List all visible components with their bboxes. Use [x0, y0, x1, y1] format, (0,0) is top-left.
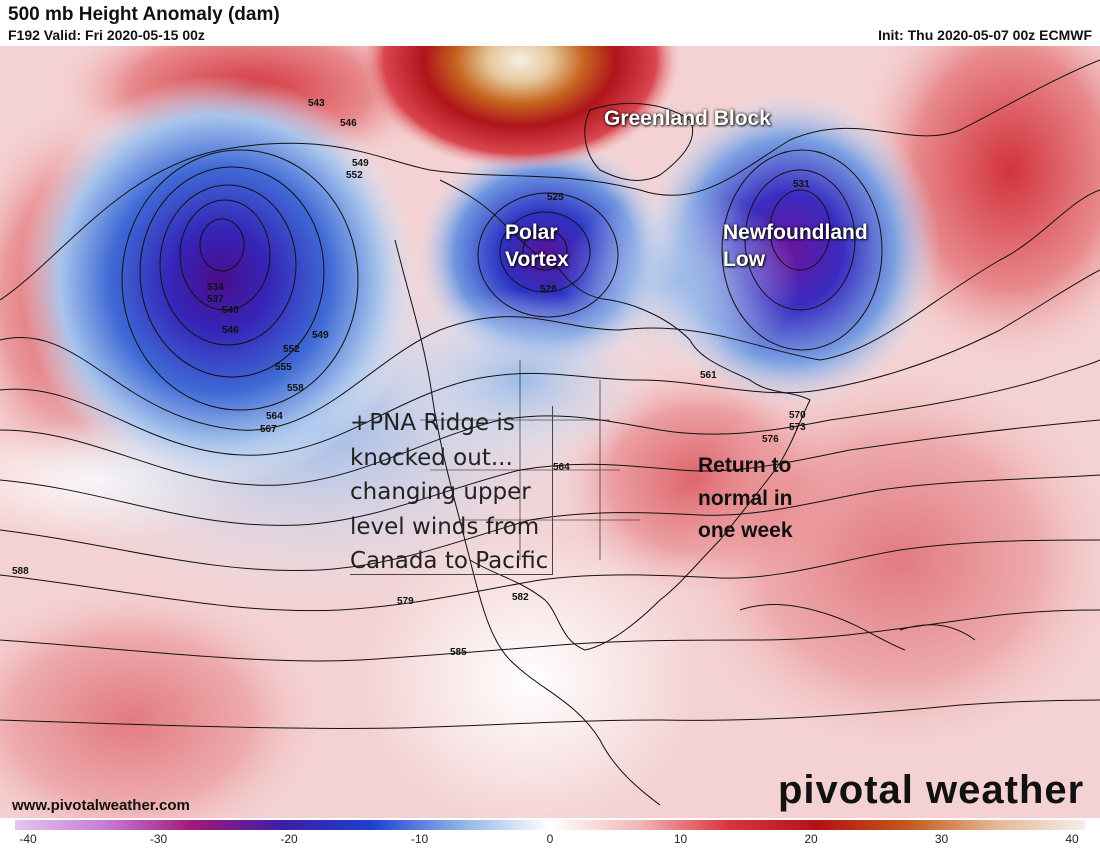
- contour-label: 567: [260, 424, 277, 435]
- greenland-block-annotation: Greenland Block: [604, 107, 771, 130]
- map-canvas: 543 546 549 552 534 537 540 546 549 552 …: [0, 46, 1100, 818]
- colorbar-tick-label: -40: [19, 832, 37, 846]
- polar-vortex-line2: Vortex: [505, 248, 569, 272]
- polar-vortex-line1: Polar: [505, 221, 558, 244]
- contour-label: 552: [346, 170, 363, 181]
- height-contours: [0, 59, 1100, 729]
- contour-label: 579: [397, 596, 414, 607]
- contour-label: 540: [222, 305, 239, 316]
- contour-label: 549: [312, 330, 329, 341]
- newfoundland-low-annotation: Newfoundland Low: [723, 219, 868, 274]
- contour-label: 570: [789, 410, 806, 421]
- contour-label: 525: [547, 192, 564, 203]
- anomaly-map[interactable]: 543 546 549 552 534 537 540 546 549 552 …: [0, 46, 1100, 818]
- newfoundland-low-line2: Low: [723, 248, 765, 272]
- valid-time: F192 Valid: Fri 2020-05-15 00z: [8, 27, 205, 43]
- colorbar-legend: -40 -30 -20 -10 0 10 20 30 40: [0, 818, 1100, 850]
- contour-label: 528: [540, 284, 557, 295]
- colorbar-tick-label: 10: [673, 832, 688, 846]
- contour-label: 534: [207, 282, 224, 293]
- colorbar: [15, 820, 1085, 830]
- contour-label: 537: [207, 294, 224, 305]
- contour-label: 558: [287, 383, 304, 394]
- pna-annotation-box: [350, 406, 553, 575]
- init-time: Init: Thu 2020-05-07 00z ECMWF: [878, 27, 1092, 43]
- colorbar-tick-label: 30: [934, 832, 949, 846]
- colorbar-tick-label: -20: [280, 832, 298, 846]
- contour-label: 582: [512, 592, 529, 603]
- polar-vortex-annotation: Polar Vortex: [505, 219, 569, 274]
- contour-label: 576: [762, 434, 779, 445]
- contour-label: 549: [352, 158, 369, 169]
- colorbar-tick-label: -30: [149, 832, 168, 846]
- brand-watermark: pivotal weather: [778, 768, 1085, 812]
- colorbar-tick-label: 40: [1065, 832, 1079, 846]
- colorbar-tick-label: 0: [546, 832, 554, 846]
- contour-label: 531: [793, 179, 810, 190]
- colorbar-tick-label: -10: [410, 832, 429, 846]
- colorbar-ticks: -40 -30 -20 -10 0 10 20 30 40: [0, 832, 1100, 848]
- contour-label: 555: [275, 362, 292, 373]
- contour-label: 564: [266, 411, 283, 422]
- contour-label: 573: [789, 422, 806, 433]
- contour-label: 543: [308, 98, 325, 109]
- contour-label: 552: [283, 344, 300, 355]
- contour-labels: 543 546 549 552 534 537 540 546 549 552 …: [12, 98, 810, 658]
- colorbar-tick-label: 20: [804, 832, 818, 846]
- pna-ridge-annotation: +PNA Ridge is knocked out... changing up…: [350, 410, 549, 574]
- contour-label: 546: [222, 325, 239, 336]
- contour-label: 585: [450, 647, 467, 658]
- map-title: 500 mb Height Anomaly (dam): [8, 4, 280, 25]
- header: 500 mb Height Anomaly (dam) F192 Valid: …: [0, 0, 1100, 46]
- newfoundland-low-line1: Newfoundland: [723, 221, 868, 244]
- contour-label: 546: [340, 118, 357, 129]
- coastlines: [394, 103, 976, 806]
- website-watermark: www.pivotalweather.com: [12, 797, 190, 814]
- return-to-normal-annotation: Return to normal in one week: [698, 454, 793, 543]
- contour-label: 561: [700, 370, 717, 381]
- contour-label: 564: [553, 462, 570, 473]
- contour-label: 588: [12, 566, 29, 577]
